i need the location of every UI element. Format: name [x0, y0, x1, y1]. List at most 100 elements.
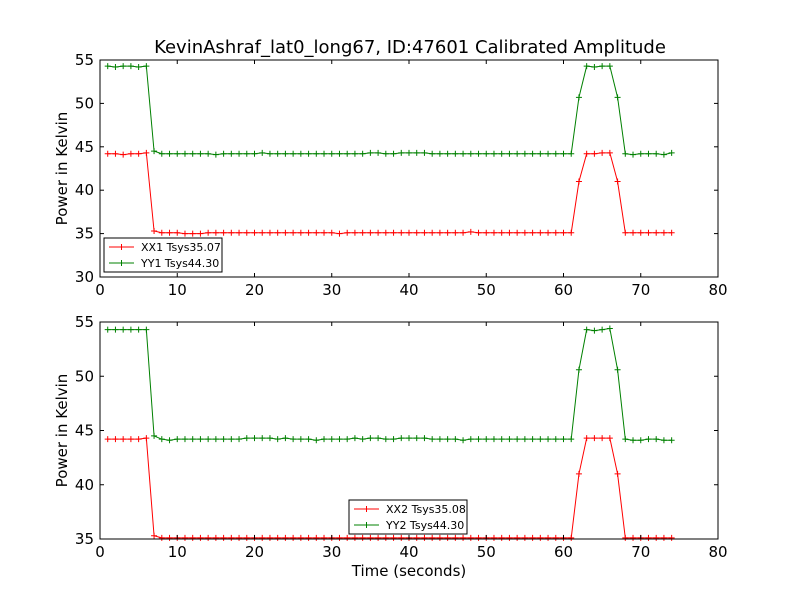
data-point — [228, 229, 235, 236]
data-point — [521, 534, 528, 541]
data-point — [506, 150, 513, 157]
data-point — [568, 150, 575, 157]
data-point — [274, 150, 281, 157]
data-point — [189, 150, 196, 157]
data-point — [351, 229, 358, 236]
data-point — [645, 534, 652, 541]
data-point — [220, 534, 227, 541]
data-point — [290, 150, 297, 157]
data-point — [382, 229, 389, 236]
data-point — [413, 435, 420, 442]
data-point — [127, 326, 134, 333]
data-point — [660, 229, 667, 236]
x-tick-label: 10 — [168, 281, 187, 299]
data-point — [406, 149, 412, 156]
data-point — [521, 229, 528, 236]
y-axis-label: Power in Kelvin — [53, 112, 71, 226]
data-point — [390, 229, 397, 236]
data-point — [406, 435, 412, 442]
data-point — [205, 534, 212, 541]
data-point — [591, 435, 598, 442]
data-point — [197, 436, 204, 443]
data-point — [630, 437, 637, 444]
data-point — [313, 437, 320, 444]
data-point — [575, 366, 582, 373]
data-point — [575, 178, 582, 185]
data-point — [205, 150, 212, 157]
data-point — [228, 150, 235, 157]
legend-marker — [118, 260, 125, 266]
data-point — [344, 534, 351, 541]
data-point — [189, 534, 196, 541]
data-point — [367, 229, 374, 236]
data-point — [429, 534, 436, 541]
data-point — [390, 150, 397, 157]
data-point — [529, 229, 536, 236]
data-point — [336, 534, 343, 541]
y-axis-label: Power in Kelvin — [53, 374, 71, 488]
data-point — [483, 229, 490, 236]
data-point — [112, 326, 119, 333]
data-point — [127, 150, 134, 157]
data-point — [452, 534, 459, 541]
data-point — [475, 534, 482, 541]
data-point — [274, 229, 281, 236]
legend-marker — [363, 522, 370, 528]
data-point — [599, 435, 606, 442]
data-point — [429, 436, 436, 443]
data-point — [398, 534, 405, 541]
legend-marker — [118, 244, 125, 250]
data-point — [614, 470, 621, 477]
data-point — [498, 150, 505, 157]
data-point — [421, 435, 428, 442]
data-point — [490, 534, 497, 541]
data-point — [498, 534, 505, 541]
data-point — [583, 326, 590, 333]
x-tick-label: 70 — [631, 281, 650, 299]
legend-entry: XX2 Tsys35.08 — [354, 503, 466, 516]
data-point — [344, 436, 351, 443]
data-point — [351, 435, 358, 442]
data-point — [251, 150, 258, 157]
data-point — [321, 150, 328, 157]
legend: XX2 Tsys35.08 YY2 Tsys44.30 — [348, 499, 468, 535]
x-tick-label: 0 — [95, 543, 105, 561]
data-point — [529, 150, 536, 157]
data-point — [166, 229, 173, 236]
data-point — [297, 229, 304, 236]
data-point — [274, 534, 281, 541]
data-point — [506, 229, 513, 236]
data-point — [112, 436, 119, 443]
data-point — [421, 149, 428, 156]
data-point — [436, 150, 443, 157]
data-point — [568, 436, 575, 443]
series-yy — [104, 63, 675, 158]
data-point — [266, 150, 273, 157]
data-point — [151, 148, 158, 155]
data-point — [220, 229, 227, 236]
y-tick-label: 55 — [75, 313, 94, 331]
data-point — [351, 150, 358, 157]
legend-entry: XX1 Tsys35.07 — [109, 241, 221, 254]
data-point — [444, 534, 451, 541]
data-point — [514, 534, 521, 541]
data-point — [622, 534, 629, 541]
data-point — [483, 150, 490, 157]
data-point — [537, 229, 544, 236]
x-tick-label: 60 — [554, 281, 573, 299]
data-point — [243, 229, 250, 236]
data-point — [367, 149, 374, 156]
data-point — [166, 534, 173, 541]
data-point — [174, 436, 181, 443]
data-point — [305, 229, 312, 236]
data-point — [359, 150, 366, 157]
data-point — [143, 149, 150, 156]
data-point — [498, 436, 505, 443]
data-point — [236, 229, 243, 236]
data-point — [205, 436, 212, 443]
data-point — [630, 534, 637, 541]
data-point — [421, 229, 428, 236]
data-point — [120, 151, 127, 158]
data-point — [560, 150, 567, 157]
